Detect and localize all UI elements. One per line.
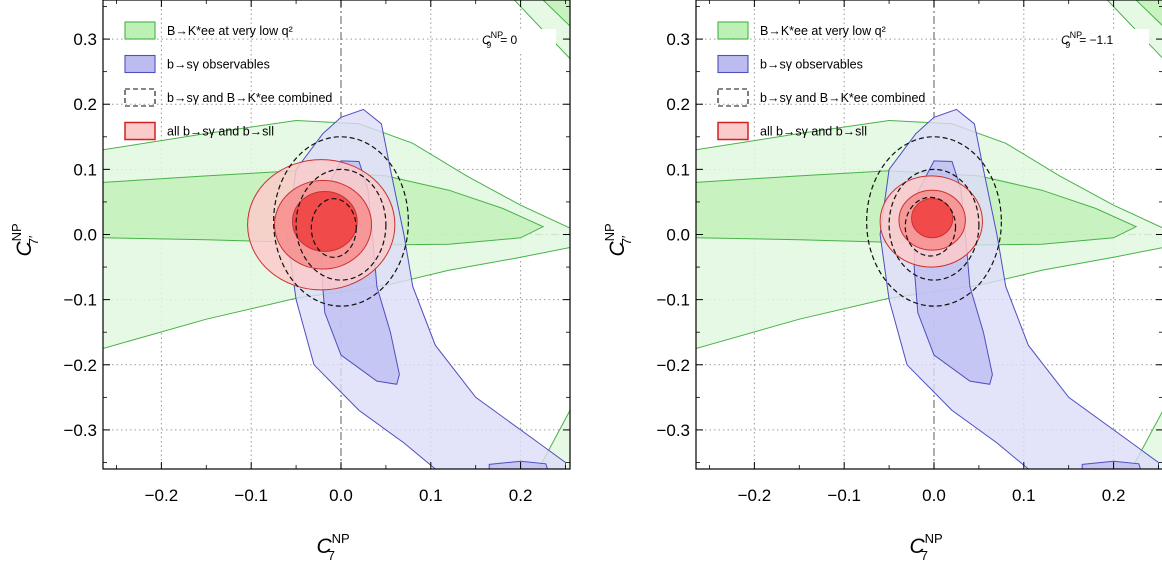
y-tick-label: −0.2 [63,356,97,375]
blue-contour-1σ-bottom [488,460,549,469]
legend-swatch-blue [124,54,156,74]
panel-right: −0.2 −0.1 0.0 0.1 0.2 −0.3 −0.2 −0.1 0.0 0.1 0.2 0.… [602,0,1162,563]
y-tick-label: 0.2 [666,95,690,114]
legend-label: all b→sγ and b→sll [760,125,867,139]
y-axis-title: CNP 7′ [602,223,634,256]
x-tick-label: 0.0 [329,486,353,505]
y-tick-label: 0.3 [666,30,690,49]
legend: B→K*ee at very low q² b→sγ observables b→s… [124,21,332,141]
legend-label: B→K*ee at very low q² [760,24,886,38]
red-contour-1σ [291,191,358,252]
y-tick-label: 0.2 [73,95,97,114]
panel-left: −0.2 −0.1 0.0 0.1 0.2 −0.3 −0.2 −0.1 0.0 0.1 0.2 0.… [9,0,571,563]
green-contour-2σ-corner-bottom [1131,411,1162,469]
legend-swatch-green [124,21,156,40]
y-tick-label: 0.3 [73,30,97,49]
green-contour-1σ-corner-top [542,0,570,27]
y-tick-label: −0.3 [656,421,690,440]
dashed-contour-1σ [904,196,957,257]
contour-regions [103,0,570,469]
legend-swatch-red [717,121,749,141]
x-tick-label: −0.2 [738,486,772,505]
y-tick-label: 0.0 [666,226,690,245]
dashed-contour-3σ [273,136,409,307]
y-tick-label: −0.2 [656,356,690,375]
blue-contour-1σ-bottom [1081,460,1142,469]
green-contour-1σ-corner-top [1135,0,1162,26]
y-tick-label: −0.3 [63,421,97,440]
x-tick-label: 0.1 [1012,486,1036,505]
y-tick-label: 0.1 [73,160,97,179]
ticks [103,0,570,469]
dashed-contour-2σ [888,168,980,281]
legend-label: b→sγ observables [760,58,863,72]
legend-label: B→K*ee at very low q² [167,24,293,38]
x-tick-label: 0.0 [922,486,946,505]
ticks [696,0,1162,469]
legend-label: b→sγ and B→K*ee combined [760,91,925,105]
x-axis-title: CNP 7 [317,531,350,563]
x-tick-label: 0.2 [509,486,533,505]
legend-swatch-blue [717,54,749,74]
legend: B→K*ee at very low q² b→sγ observables b→s… [717,21,925,141]
legend-swatch-red [124,121,156,141]
dashed-contour-2σ [295,168,387,281]
legend-label: b→sγ observables [167,58,270,72]
annotation-bg [478,29,556,51]
x-tick-label: 0.2 [1102,486,1126,505]
y-tick-label: 0.1 [666,160,690,179]
y-tick-label: −0.1 [656,291,690,310]
x-tick-label: 0.1 [419,486,443,505]
legend-label: b→sγ and B→K*ee combined [167,91,332,105]
annotation: CNP 9 = 0 [482,30,518,50]
y-axis-title: CNP 7′ [9,223,41,256]
legend-swatch-green [717,21,749,40]
dashed-contour-1σ [310,198,357,258]
red-contour-1σ [911,198,954,239]
y-tick-label: 0.0 [73,226,97,245]
legend-label: all b→sγ and b→sll [167,125,274,139]
dashed-contour-3σ [866,136,1002,307]
contour-regions [696,0,1162,469]
x-tick-label: −0.1 [234,486,268,505]
annotation-bg [1057,29,1149,51]
x-tick-label: −0.1 [827,486,861,505]
annotation: CNP 9 = −1.1 [1061,30,1114,50]
x-tick-label: −0.2 [145,486,179,505]
y-tick-label: −0.1 [63,291,97,310]
x-axis-title: CNP 7 [910,531,943,563]
